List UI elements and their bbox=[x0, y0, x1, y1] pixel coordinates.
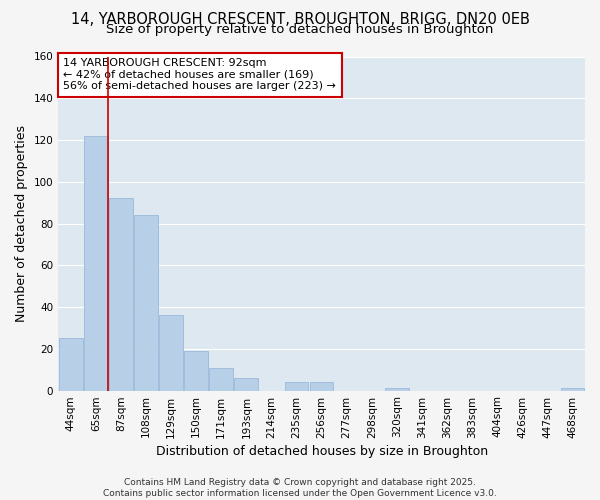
Text: Size of property relative to detached houses in Broughton: Size of property relative to detached ho… bbox=[106, 22, 494, 36]
Bar bbox=[84, 136, 108, 390]
Bar bbox=[109, 198, 133, 390]
Bar bbox=[385, 388, 409, 390]
Bar bbox=[184, 351, 208, 391]
Bar bbox=[284, 382, 308, 390]
Text: 14, YARBOROUGH CRESCENT, BROUGHTON, BRIGG, DN20 0EB: 14, YARBOROUGH CRESCENT, BROUGHTON, BRIG… bbox=[71, 12, 529, 28]
Bar bbox=[209, 368, 233, 390]
Y-axis label: Number of detached properties: Number of detached properties bbox=[15, 125, 28, 322]
Bar bbox=[310, 382, 334, 390]
Bar bbox=[59, 338, 83, 390]
Text: 14 YARBOROUGH CRESCENT: 92sqm
← 42% of detached houses are smaller (169)
56% of : 14 YARBOROUGH CRESCENT: 92sqm ← 42% of d… bbox=[64, 58, 337, 92]
X-axis label: Distribution of detached houses by size in Broughton: Distribution of detached houses by size … bbox=[155, 444, 488, 458]
Bar bbox=[134, 215, 158, 390]
Bar bbox=[235, 378, 258, 390]
Text: Contains HM Land Registry data © Crown copyright and database right 2025.
Contai: Contains HM Land Registry data © Crown c… bbox=[103, 478, 497, 498]
Bar bbox=[159, 316, 183, 390]
Bar bbox=[560, 388, 584, 390]
